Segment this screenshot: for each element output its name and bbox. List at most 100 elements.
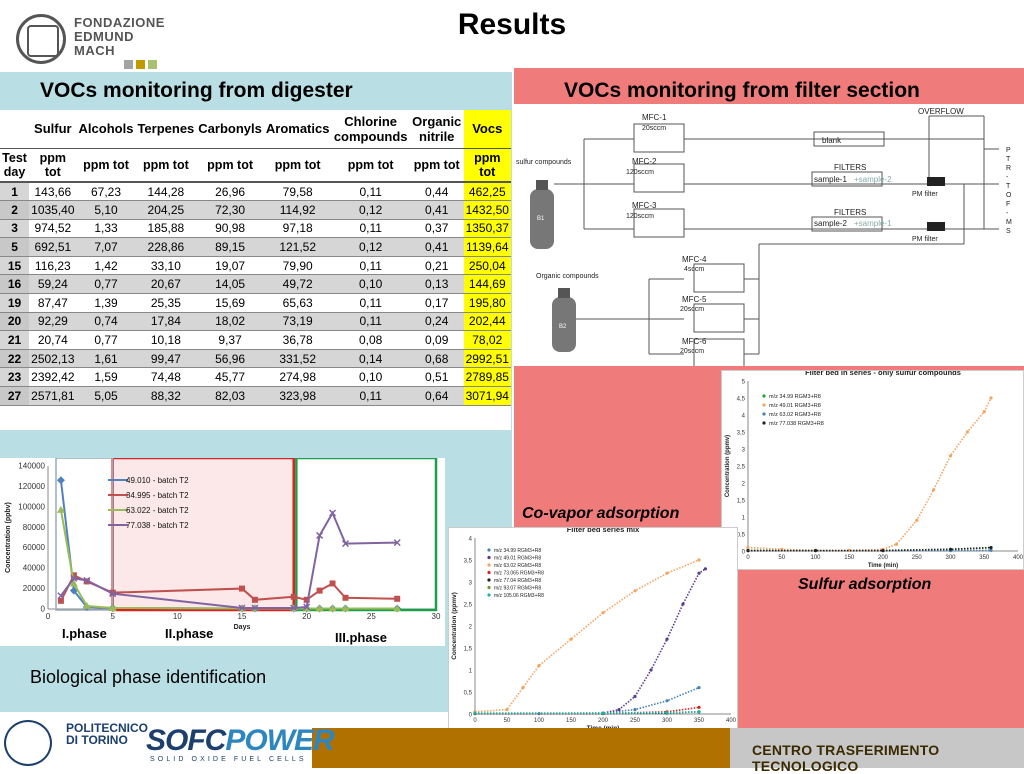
polito-line-2: DI TORINO — [66, 734, 148, 746]
table-cell: 1,42 — [77, 256, 136, 275]
filter-section-title: VOCs monitoring from filter section — [564, 79, 920, 103]
table-subheader-cell: ppm tot — [196, 148, 264, 182]
data-point — [966, 430, 969, 433]
data-point — [291, 594, 297, 600]
table-cell: 2571,81 — [29, 387, 76, 406]
test-day-cell: 19 — [0, 294, 29, 313]
plus-sample2-label: +sample-2 — [854, 175, 892, 184]
table-cell: 49,72 — [264, 275, 332, 294]
pm-filter-label-2: PM filter — [912, 236, 938, 243]
x-tick-label: 400 — [1013, 555, 1024, 561]
mfc1-label: MFC-1 — [642, 113, 667, 122]
covapor-adsorption-caption: Co-vapor adsorption — [522, 505, 679, 523]
y-axis-label: Concentration (ppmv) — [451, 592, 458, 660]
legend-entry: m/z 73.065 RGM3+R8 — [494, 571, 544, 577]
data-point — [697, 572, 700, 575]
table-cell: 2392,42 — [29, 368, 76, 387]
table-cell: 0,11 — [331, 294, 409, 313]
test-day-cell: 16 — [0, 275, 29, 294]
data-point — [697, 706, 700, 709]
data-point — [601, 611, 604, 614]
legend-swatch — [487, 556, 490, 559]
ptr-letter: F — [1006, 201, 1010, 208]
table-cell: 1350,37 — [464, 219, 511, 238]
sample1-label: sample-1 — [814, 175, 847, 184]
table-header-cell: Aromatics — [264, 110, 332, 148]
bio-caption: Biological phase identification — [30, 667, 266, 688]
ptr-letter: P — [1006, 147, 1011, 154]
legend-swatch — [487, 563, 490, 566]
data-point — [537, 664, 540, 667]
x-tick-label: 100 — [810, 555, 821, 561]
bottle-b2-label: B2 — [559, 324, 567, 330]
logo-line-3: MACH — [74, 44, 165, 58]
table-cell: 195,80 — [464, 294, 511, 313]
table-cell: 1139,64 — [464, 238, 511, 257]
pm-filter-label-1: PM filter — [912, 191, 938, 198]
table-cell: 0,09 — [410, 331, 464, 350]
pm-filter-1 — [927, 177, 945, 186]
table-header-cell: Organic nitrile — [410, 110, 464, 148]
legend-swatch — [762, 412, 765, 415]
data-point — [617, 708, 620, 711]
ptr-tof-ms-label: PTR-TOF-MS — [1006, 147, 1012, 235]
test-day-cell: 22 — [0, 349, 29, 368]
table-cell: 0,44 — [410, 182, 464, 201]
y-tick-label: 4,5 — [737, 397, 746, 403]
x-tick-label: 400 — [726, 718, 737, 724]
table-cell: 0,74 — [77, 312, 136, 331]
data-point — [983, 410, 986, 413]
data-point — [704, 567, 707, 570]
data-point — [989, 546, 992, 549]
sofc-word: SOFC — [146, 724, 225, 757]
table-cell: 99,47 — [135, 349, 196, 368]
legend-entry: m/z 63.02 RGM3+R8 — [494, 563, 541, 569]
mfc3-label: MFC-3 — [632, 201, 657, 210]
ptr-letter: M — [1006, 219, 1012, 226]
data-point — [697, 710, 700, 713]
data-point — [989, 396, 992, 399]
y-tick-label: 3 — [742, 448, 746, 454]
filter-section-diagram: MFC-1 20sccm MFC-2 120sccm MFC-3 120sccm… — [514, 104, 1024, 366]
table-cell: 274,98 — [264, 368, 332, 387]
polito-seal-icon — [4, 720, 52, 766]
test-day-cell: 15 — [0, 256, 29, 275]
test-day-cell: 3 — [0, 219, 29, 238]
data-point — [895, 543, 898, 546]
x-tick-label: 25 — [367, 612, 376, 621]
data-point — [665, 711, 668, 714]
phase-2-label: II.phase — [165, 626, 213, 641]
table-cell: 0,41 — [410, 238, 464, 257]
table-header-cell: Terpenes — [135, 110, 196, 148]
table-cell: 33,10 — [135, 256, 196, 275]
y-tick-label: 4 — [742, 414, 746, 420]
legend-entry: m/z 49.01 RGM3+R8 — [769, 403, 821, 409]
table-cell: 1,61 — [77, 349, 136, 368]
y-tick-label: 0 — [742, 550, 746, 556]
table-cell: 0,41 — [410, 201, 464, 220]
data-point — [649, 668, 652, 671]
filters-label-2: FILTERS — [834, 208, 866, 217]
x-tick-label: 200 — [598, 718, 609, 724]
y-tick-label: 140000 — [18, 462, 45, 471]
y-tick-label: 80000 — [23, 523, 46, 532]
data-point — [665, 638, 668, 641]
legend-entry: m/z 49.01 RGM3+R8 — [494, 556, 541, 562]
data-point — [601, 712, 604, 715]
table-cell: 79,90 — [264, 256, 332, 275]
y-tick-label: 1 — [469, 669, 473, 675]
x-axis-label: Days — [234, 624, 251, 631]
x-tick-label: 10 — [173, 612, 182, 621]
mfc2-label: MFC-2 — [632, 157, 657, 166]
table-subheader-cell: Test day — [0, 148, 29, 182]
legend-entry: 63.022 - batch T2 — [126, 506, 189, 515]
table-cell: 18,02 — [196, 312, 264, 331]
